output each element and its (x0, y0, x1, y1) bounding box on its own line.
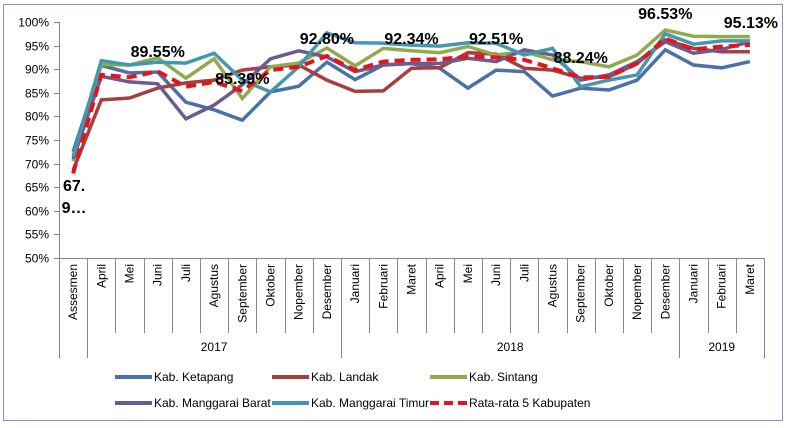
y-tick-label: 65% (25, 181, 49, 195)
y-tick-label: 75% (25, 134, 49, 148)
x-category-label: Januari (687, 264, 701, 303)
legend-item: Kab. Sintang (430, 370, 538, 384)
x-category-label: September (235, 264, 249, 323)
x-category-label: Desember (320, 264, 334, 319)
legend-label: Kab. Ketapang (154, 370, 233, 384)
x-category-label: Juli (179, 264, 193, 282)
data-label: 9… (62, 200, 87, 217)
x-category-label: Juni (489, 264, 503, 286)
series-kab-sintang (71, 28, 750, 162)
legend-item: Kab. Ketapang (115, 370, 233, 384)
x-category-label: Juli (517, 264, 531, 282)
x-year-label: 2017 (201, 340, 228, 354)
legend: Kab. Ketapang Kab. Landak Kab. Sintang Kab.… (115, 370, 590, 410)
legend-item: Kab. Landak (272, 370, 379, 384)
y-tick-label: 55% (25, 228, 49, 242)
x-year-label: 2019 (708, 340, 735, 354)
y-tick-label: 100% (18, 16, 49, 30)
axes: 50% 55% 60% 65% 70% 75% 80% 85% 90% 95% 100% Assesm… (18, 16, 765, 358)
data-label: 95.13% (724, 15, 778, 32)
y-tick-label: 80% (25, 110, 49, 124)
x-category-label: Nopember (292, 264, 306, 320)
x-category-label: Oktober (264, 264, 278, 307)
x-category-label: Oktober (602, 264, 616, 307)
data-label: 85.39% (215, 71, 269, 88)
chart-frame (3, 4, 783, 421)
x-category-label: Maret (405, 263, 419, 294)
x-category-label: Januari (348, 264, 362, 303)
x-year-label: 2018 (497, 340, 524, 354)
x-category-label: Juni (151, 264, 165, 286)
x-category-label: Desember (658, 264, 672, 319)
x-category-label: April (94, 264, 108, 288)
x-category-label: Maret (743, 263, 757, 294)
x-category-label: Agustus (546, 264, 560, 307)
x-category-label: Mei (461, 264, 475, 283)
y-tick-label: 90% (25, 63, 49, 77)
x-category-label: April (433, 264, 447, 288)
y-tick-label: 70% (25, 158, 49, 172)
legend-label: Kab. Manggarai Timur (311, 396, 429, 410)
series-layer (71, 28, 751, 175)
data-labels: 67. 9… 89.55% 85.39% 92.80% 92.34% 92.51% 88.24… (62, 6, 778, 217)
legend-item: Kab. Manggarai Barat (115, 396, 271, 410)
legend-item: Rata-rata 5 Kabupaten (430, 396, 590, 410)
y-tick-label: 60% (25, 205, 49, 219)
y-tick-label: 85% (25, 87, 49, 101)
data-label: 89.55% (131, 44, 185, 61)
x-category-label: Mei (123, 264, 137, 283)
data-label: 96.53% (638, 6, 692, 23)
y-tick-label: 95% (25, 40, 49, 54)
x-category-label: Agustus (207, 264, 221, 307)
x-category-label: September (574, 264, 588, 323)
data-label: 67. (63, 178, 85, 195)
data-label: 92.34% (384, 31, 438, 48)
data-label: 92.51% (469, 31, 523, 48)
series-rata-rata-5-kabupaten (71, 36, 751, 175)
legend-item: Kab. Manggarai Timur (272, 396, 429, 410)
x-category-label: Februari (376, 264, 390, 309)
x-category-label: Assesmen (66, 264, 80, 320)
y-tick-label: 50% (25, 252, 49, 266)
series-kab-manggarai-timur (71, 30, 750, 157)
data-label: 92.80% (300, 31, 354, 48)
x-category-label: Nopember (630, 264, 644, 320)
legend-label: Kab. Sintang (469, 370, 538, 384)
data-label: 88.24% (554, 50, 608, 67)
legend-label: Kab. Manggarai Barat (154, 396, 271, 410)
x-category-label: Februari (715, 264, 729, 309)
legend-label: Rata-rata 5 Kabupaten (469, 396, 590, 410)
legend-label: Kab. Landak (311, 370, 379, 384)
